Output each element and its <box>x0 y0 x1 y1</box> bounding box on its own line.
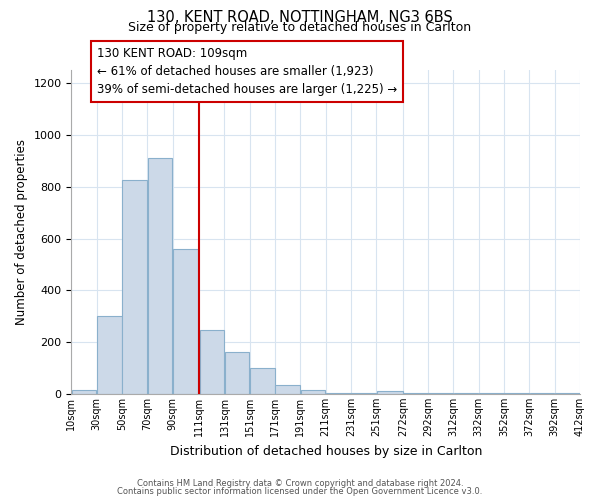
Bar <box>200 330 224 394</box>
Bar <box>326 392 350 394</box>
Bar <box>454 392 478 394</box>
Bar <box>148 158 172 394</box>
Bar <box>530 392 554 394</box>
Bar <box>428 392 453 394</box>
Bar <box>173 249 197 394</box>
Bar <box>72 390 97 394</box>
Y-axis label: Number of detached properties: Number of detached properties <box>15 139 28 325</box>
Bar <box>479 392 504 394</box>
Text: Contains HM Land Registry data © Crown copyright and database right 2024.: Contains HM Land Registry data © Crown c… <box>137 478 463 488</box>
Bar <box>97 316 122 394</box>
Bar <box>275 385 300 394</box>
Bar <box>505 392 529 394</box>
Bar <box>122 180 147 394</box>
Text: Size of property relative to detached houses in Carlton: Size of property relative to detached ho… <box>128 22 472 35</box>
Bar <box>250 368 275 394</box>
Bar <box>555 392 580 394</box>
Bar <box>403 392 428 394</box>
Bar <box>352 392 376 394</box>
Text: 130 KENT ROAD: 109sqm
← 61% of detached houses are smaller (1,923)
39% of semi-d: 130 KENT ROAD: 109sqm ← 61% of detached … <box>97 47 397 96</box>
Bar <box>301 390 325 394</box>
X-axis label: Distribution of detached houses by size in Carlton: Distribution of detached houses by size … <box>170 444 482 458</box>
Bar <box>377 392 403 394</box>
Text: 130, KENT ROAD, NOTTINGHAM, NG3 6BS: 130, KENT ROAD, NOTTINGHAM, NG3 6BS <box>147 10 453 25</box>
Bar <box>225 352 250 394</box>
Text: Contains public sector information licensed under the Open Government Licence v3: Contains public sector information licen… <box>118 487 482 496</box>
